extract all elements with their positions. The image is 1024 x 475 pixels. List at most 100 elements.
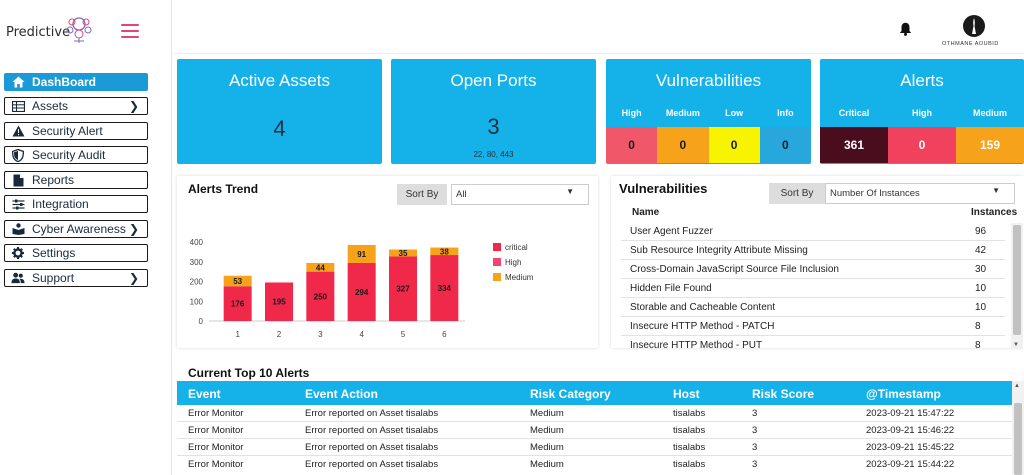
scroll-up-icon[interactable]: ▲	[1014, 383, 1020, 389]
severity-label: Critical	[838, 108, 870, 118]
legend-label: critical	[505, 243, 528, 252]
severity-header: High Medium Low Info	[606, 108, 811, 118]
y-tick-label: 300	[190, 258, 204, 267]
bar-critical	[306, 271, 335, 321]
cell-event: Error Monitor	[188, 425, 244, 436]
user-name: OTHMANE AOUBID	[942, 41, 999, 47]
data-label: 53	[233, 277, 242, 286]
table-row[interactable]: Error Monitor Error reported on Asset ti…	[177, 422, 1012, 439]
table-row[interactable]: Error Monitor Error reported on Asset ti…	[177, 456, 1012, 473]
sidebar-item-integration[interactable]: Integration	[4, 195, 148, 213]
sidebar-item-settings[interactable]: Settings	[4, 244, 148, 262]
data-label: 334	[438, 284, 452, 293]
cell-event-action: Error reported on Asset tisalabs	[305, 442, 439, 453]
data-label: 91	[357, 250, 366, 259]
vulnerabilities-sort-select[interactable]: Number Of Instances ▼	[825, 183, 1015, 204]
bar-medium	[347, 244, 376, 263]
book-reader-icon	[11, 223, 25, 235]
severity-value-medium: 159	[956, 127, 1024, 163]
legend-label: Medium	[505, 273, 534, 282]
menu-toggle-icon[interactable]	[121, 24, 139, 40]
open-ports-card: Open Ports 3 22, 80, 443	[391, 59, 596, 164]
sidebar-item-label: Integration	[32, 197, 89, 211]
sort-by-label: Sort By	[769, 183, 825, 204]
scrollbar-thumb[interactable]	[1014, 403, 1022, 475]
y-tick-label: 400	[190, 238, 204, 247]
header-divider	[173, 53, 1024, 54]
active-assets-card: Active Assets 4	[177, 59, 382, 164]
data-label: 327	[396, 285, 410, 294]
column-header[interactable]: Host	[673, 387, 700, 401]
list-item[interactable]: Cross-Domain JavaScript Source File Incl…	[621, 261, 1005, 279]
sidebar-item-support[interactable]: Support ❯	[4, 269, 148, 287]
data-label: 195	[272, 298, 286, 307]
legend-label: High	[505, 258, 521, 267]
column-header[interactable]: @Timestamp	[866, 387, 941, 401]
severity-label: Info	[777, 108, 794, 118]
cell-timestamp: 2023-09-21 15:46:22	[866, 425, 955, 436]
severity-value-high: 0	[606, 127, 658, 163]
sidebar-item-dashboard[interactable]: DashBoard	[4, 73, 148, 91]
sidebar-item-security-audit[interactable]: Security Audit	[4, 146, 148, 164]
sidebar-item-security-alert[interactable]: Security Alert	[4, 122, 148, 140]
alerts-trend-chart: 0 100 200 300 400 176 53 1 195 2 250 44 3 294 91 4 327 35…	[190, 238, 534, 339]
brand-name: Predictive	[6, 24, 71, 40]
panel-title: Current Top 10 Alerts	[188, 366, 310, 380]
severity-label: High	[912, 108, 932, 118]
list-item[interactable]: Insecure HTTP Method - PUT 8	[621, 337, 1005, 348]
list-item[interactable]: User Agent Fuzzer 96	[621, 223, 1005, 241]
column-header[interactable]: Event Action	[305, 387, 378, 401]
users-icon	[11, 272, 25, 284]
table-row[interactable]: Error Monitor Error reported on Asset ti…	[177, 439, 1012, 456]
cell-event-action: Error reported on Asset tisalabs	[305, 408, 439, 419]
scroll-down-icon[interactable]: ▼	[1013, 342, 1019, 348]
brand-logo-icon	[66, 17, 92, 43]
cell-timestamp: 2023-09-21 15:45:22	[866, 442, 955, 453]
alerts-sort-select[interactable]: All ▼	[451, 184, 589, 205]
avatar[interactable]	[963, 15, 985, 37]
brand[interactable]: Predictive	[6, 16, 92, 48]
panel-title: Alerts Trend	[188, 182, 259, 196]
sidebar: Predictive DashBoard Assets ❯ Security A…	[0, 0, 172, 475]
card-title: Vulnerabilities	[655, 71, 762, 90]
data-label: 35	[399, 249, 408, 258]
sidebar-item-assets[interactable]: Assets ❯	[4, 97, 148, 115]
column-header-instances: Instances	[971, 207, 1018, 218]
alerts-table-scrollbar[interactable]: ▲	[1012, 381, 1024, 475]
cell-risk-category: Medium	[530, 408, 564, 419]
data-label: 38	[440, 247, 449, 256]
severity-label: Low	[725, 108, 744, 118]
scrollbar-thumb[interactable]	[1013, 225, 1021, 335]
sidebar-item-label: Settings	[32, 246, 76, 260]
severity-values: 0 0 0 0	[606, 127, 811, 163]
shield-icon	[11, 148, 25, 162]
column-header[interactable]: Event	[188, 387, 221, 401]
sidebar-item-reports[interactable]: Reports	[4, 171, 148, 189]
table-row[interactable]: Error Monitor Error reported on Asset ti…	[177, 405, 1012, 422]
sidebar-item-cyber-awareness[interactable]: Cyber Awareness ❯	[4, 220, 148, 238]
severity-value-high: 0	[888, 127, 956, 163]
severity-value-critical: 361	[820, 127, 888, 163]
severity-values: 361 0 159	[820, 127, 1024, 163]
column-header[interactable]: Risk Score	[752, 387, 815, 401]
panel-title: Vulnerabilities	[619, 181, 708, 196]
list-item[interactable]: Insecure HTTP Method - PATCH 8	[621, 318, 1005, 336]
column-header[interactable]: Risk Category	[530, 387, 611, 401]
list-item[interactable]: Hidden File Found 10	[621, 280, 1005, 298]
vulnerabilities-list[interactable]: User Agent Fuzzer 96 Sub Resource Integri…	[611, 223, 1024, 348]
notification-bell-icon[interactable]	[899, 22, 912, 36]
vulnerabilities-scrollbar[interactable]: ▼	[1011, 223, 1023, 348]
cell-host: tisalabs	[673, 459, 706, 470]
sidebar-item-label: Reports	[32, 173, 75, 187]
cell-event: Error Monitor	[188, 442, 244, 453]
legend-swatch	[493, 243, 501, 251]
legend-swatch	[493, 258, 501, 266]
list-item[interactable]: Storable and Cacheable Content 10	[621, 299, 1005, 317]
card-title: Active Assets	[228, 71, 331, 90]
data-label: 250	[314, 292, 328, 301]
list-item[interactable]: Sub Resource Integrity Attribute Missing…	[621, 242, 1005, 260]
bar-medium	[223, 275, 252, 287]
sidebar-item-label: Cyber Awareness	[32, 222, 126, 236]
cell-event: Error Monitor	[188, 408, 244, 419]
sidebar-item-label: Security Alert	[32, 124, 103, 138]
